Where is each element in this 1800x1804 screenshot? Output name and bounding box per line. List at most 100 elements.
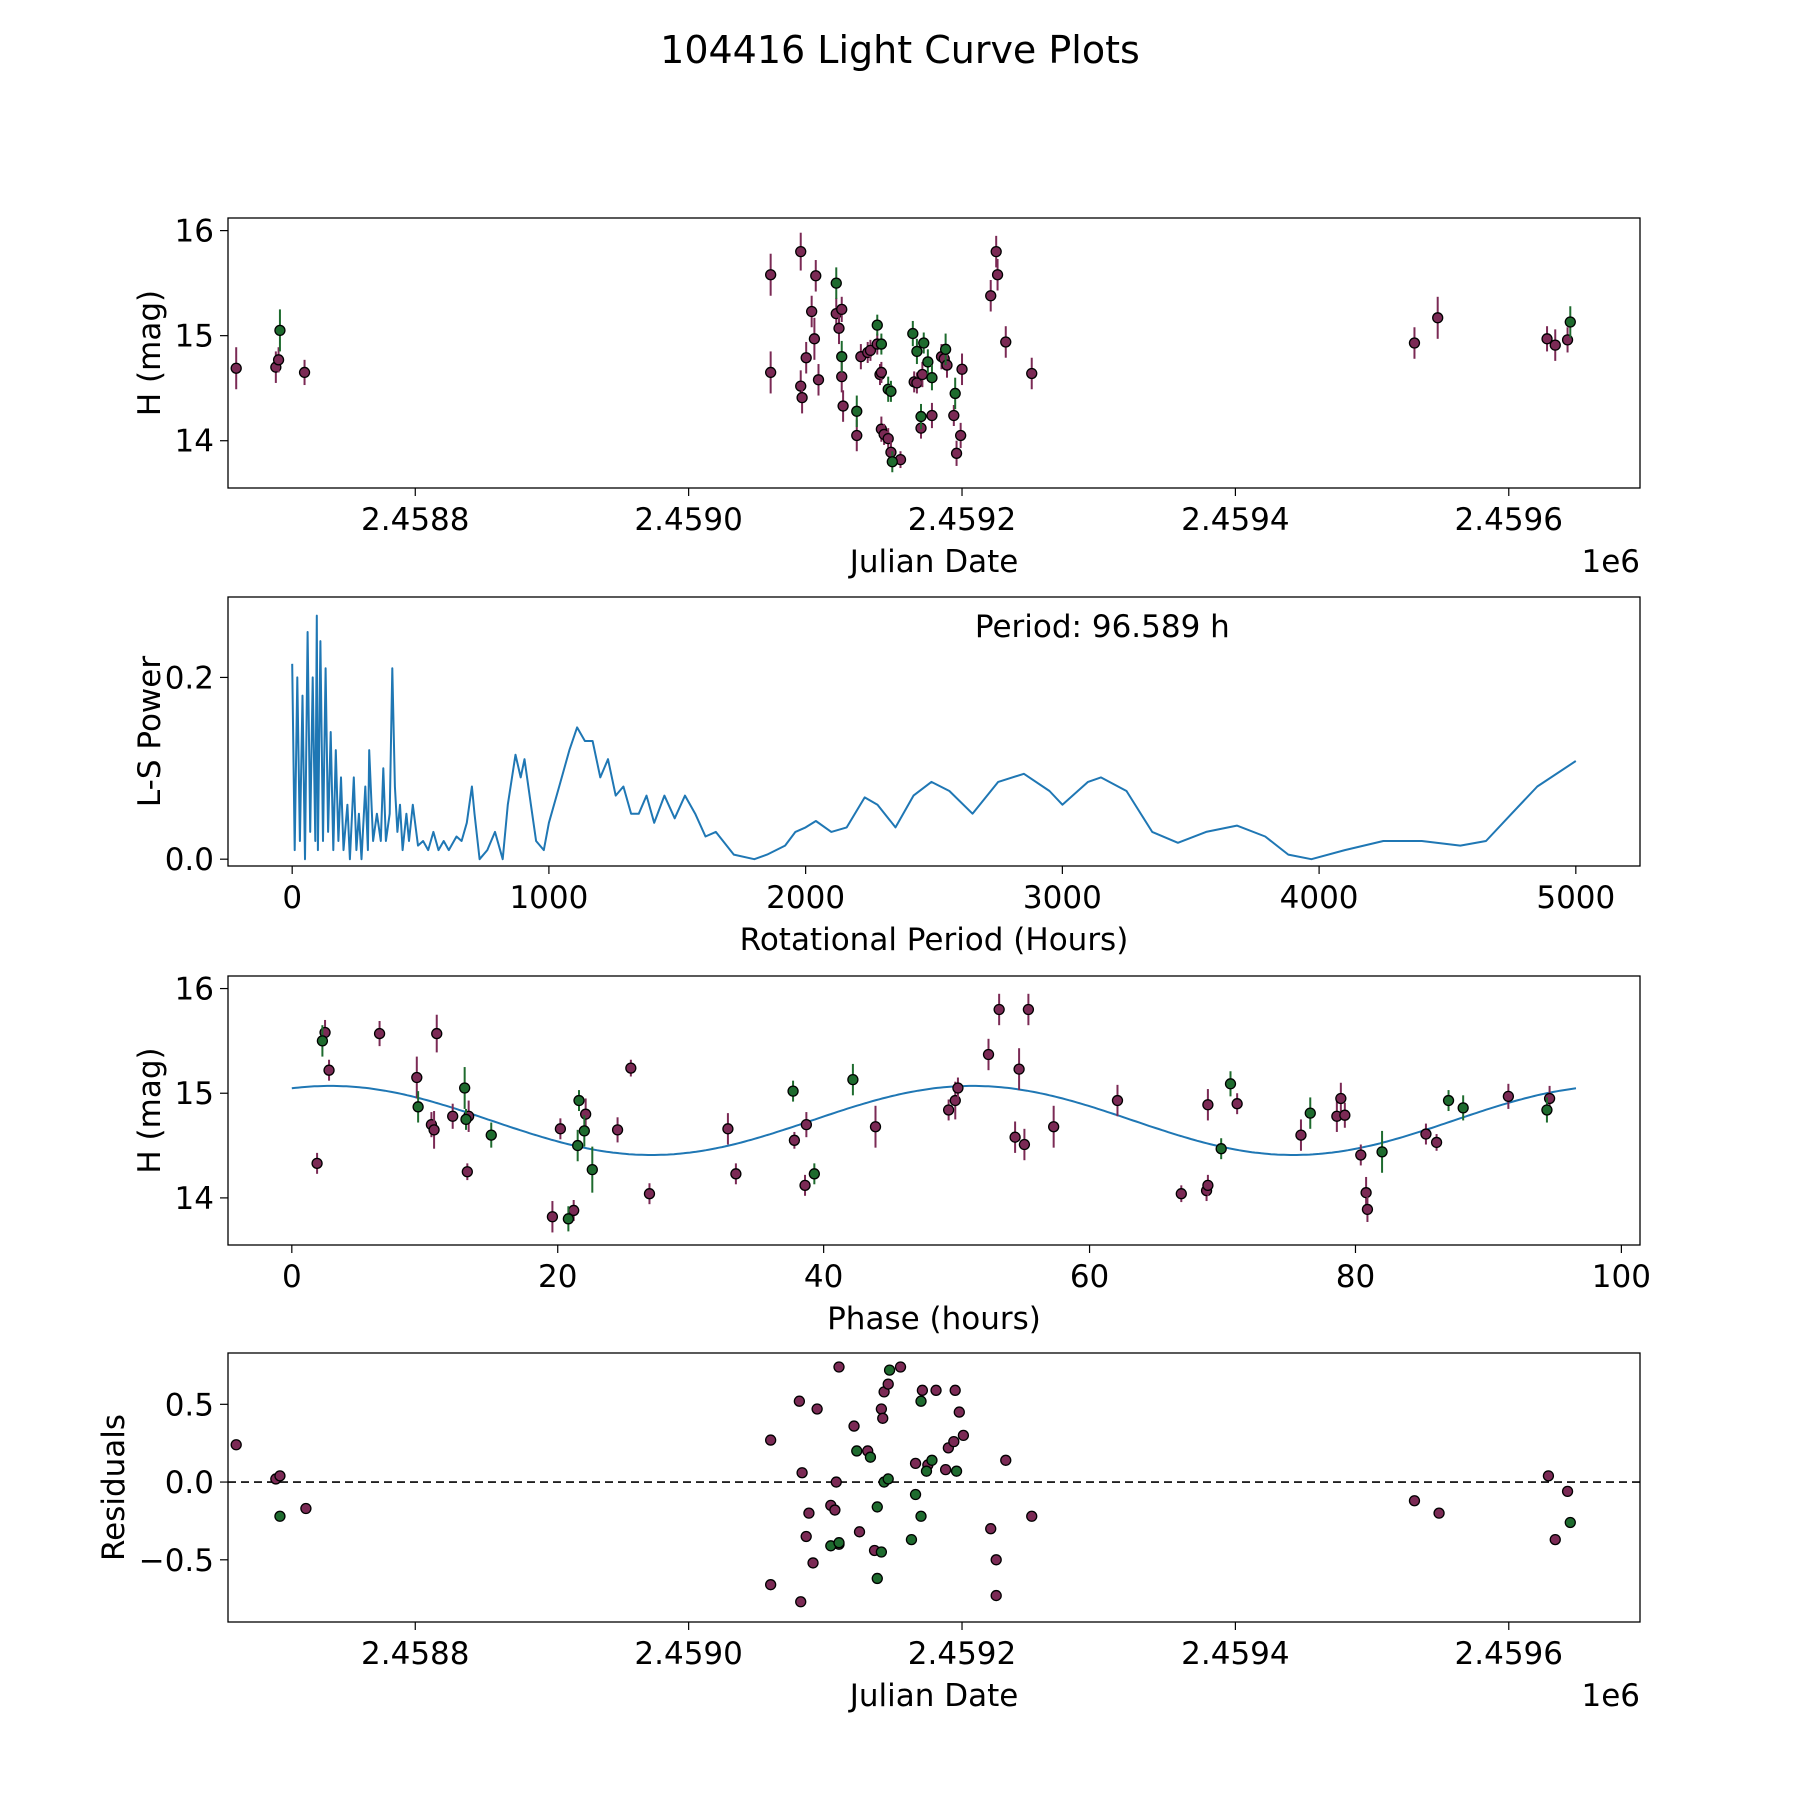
x-tick-label: 2.4596 bbox=[1455, 1636, 1563, 1672]
data-point bbox=[796, 1467, 808, 1479]
x-tick-label: 80 bbox=[1336, 1259, 1375, 1295]
data-point bbox=[765, 1579, 777, 1591]
data-point bbox=[957, 1429, 970, 1442]
data-point bbox=[871, 1501, 883, 1513]
data-point bbox=[730, 1168, 742, 1180]
data-point bbox=[1215, 1143, 1227, 1155]
data-point bbox=[1000, 336, 1012, 348]
data-point bbox=[918, 337, 930, 349]
data-point bbox=[848, 1420, 860, 1432]
data-point bbox=[885, 385, 897, 397]
data-point bbox=[459, 1082, 471, 1094]
x-tick-label: 100 bbox=[1592, 1259, 1651, 1295]
data-point bbox=[991, 269, 1004, 281]
data-point bbox=[460, 1113, 472, 1126]
data-point bbox=[869, 1121, 882, 1133]
data-point bbox=[461, 1166, 473, 1178]
data-point bbox=[787, 1085, 799, 1097]
data-point bbox=[837, 400, 849, 412]
data-point bbox=[864, 1451, 877, 1463]
data-point bbox=[1361, 1203, 1374, 1216]
data-point bbox=[1549, 1533, 1561, 1546]
data-point bbox=[578, 1125, 590, 1137]
data-point bbox=[1224, 1078, 1237, 1090]
data-point bbox=[916, 1384, 929, 1396]
data-point bbox=[1564, 1516, 1576, 1529]
data-point bbox=[316, 1035, 329, 1047]
data-point bbox=[920, 1465, 933, 1477]
x-tick-label: 2.4592 bbox=[908, 1636, 1016, 1672]
data-point bbox=[894, 1361, 907, 1373]
x-tick-label: 1000 bbox=[509, 880, 588, 916]
data-point bbox=[1408, 1495, 1421, 1507]
x-axis-label: Julian Date bbox=[848, 544, 1019, 580]
data-point bbox=[926, 372, 938, 384]
data-point bbox=[1549, 339, 1561, 351]
data-point bbox=[985, 290, 997, 302]
plot-area-residuals bbox=[228, 1361, 1640, 1608]
x-axis-label: Phase (hours) bbox=[827, 1301, 1041, 1337]
data-point bbox=[909, 1457, 922, 1470]
data-point bbox=[836, 351, 848, 363]
data-point bbox=[953, 1406, 965, 1418]
subplot-raw: 2.4588 2.4590 2.4592 2.4594 2.4596 14 15 16 Juli… bbox=[132, 214, 1641, 580]
axes-frame bbox=[227, 217, 1641, 489]
data-point bbox=[905, 1533, 918, 1546]
data-point bbox=[915, 1395, 927, 1407]
data-point bbox=[1376, 1146, 1388, 1158]
subplot-residuals: 2.4588 2.4590 2.4592 2.4594 2.4596 −0.5 0.0 0.5… bbox=[96, 1352, 1641, 1714]
data-point bbox=[871, 319, 883, 331]
data-point bbox=[990, 1589, 1002, 1602]
data-point bbox=[230, 362, 242, 374]
data-point bbox=[915, 410, 927, 423]
data-point bbox=[272, 354, 285, 366]
data-point bbox=[955, 429, 967, 442]
data-point bbox=[1202, 1099, 1214, 1111]
x-tick-label: 0 bbox=[282, 1259, 302, 1295]
data-point bbox=[864, 344, 877, 357]
x-tick-label: 2.4592 bbox=[908, 502, 1016, 538]
data-point bbox=[847, 1073, 859, 1086]
data-point bbox=[1457, 1102, 1469, 1114]
data-point bbox=[930, 1384, 942, 1396]
data-point bbox=[447, 1110, 459, 1122]
data-point bbox=[1111, 1094, 1124, 1107]
data-point bbox=[1009, 1131, 1021, 1143]
data-point bbox=[883, 1364, 896, 1376]
data-point bbox=[939, 1463, 952, 1476]
data-point bbox=[1000, 1454, 1012, 1466]
data-point bbox=[830, 1476, 842, 1488]
y-axis-label: H (mag) bbox=[132, 290, 168, 416]
data-point bbox=[875, 1546, 888, 1558]
data-point bbox=[1304, 1107, 1316, 1119]
y-tick-label: 15 bbox=[175, 1076, 214, 1112]
data-point bbox=[952, 1082, 964, 1094]
data-point bbox=[554, 1123, 567, 1135]
data-point bbox=[298, 366, 311, 379]
data-point bbox=[800, 352, 812, 364]
data-point bbox=[274, 1470, 286, 1482]
data-point bbox=[573, 1094, 585, 1107]
x-offset-label: 1e6 bbox=[1581, 544, 1640, 580]
data-point bbox=[800, 1118, 813, 1131]
data-point bbox=[1231, 1098, 1243, 1110]
data-point bbox=[1202, 1179, 1214, 1191]
x-tick-label: 3000 bbox=[1023, 880, 1102, 916]
data-point bbox=[1175, 1188, 1187, 1200]
data-point bbox=[941, 359, 953, 371]
data-point bbox=[948, 409, 960, 422]
data-point bbox=[546, 1211, 559, 1223]
data-point bbox=[1026, 367, 1038, 380]
data-point bbox=[949, 387, 961, 400]
y-tick-label: −0.5 bbox=[139, 1543, 214, 1579]
data-point bbox=[926, 409, 938, 422]
y-tick-label: 14 bbox=[175, 1181, 214, 1217]
x-tick-label: 4000 bbox=[1280, 880, 1359, 916]
data-point bbox=[765, 366, 777, 379]
data-point bbox=[1541, 1104, 1553, 1116]
data-point bbox=[812, 374, 825, 386]
data-point bbox=[993, 1003, 1005, 1016]
data-point bbox=[877, 1412, 889, 1424]
data-point bbox=[907, 327, 919, 340]
